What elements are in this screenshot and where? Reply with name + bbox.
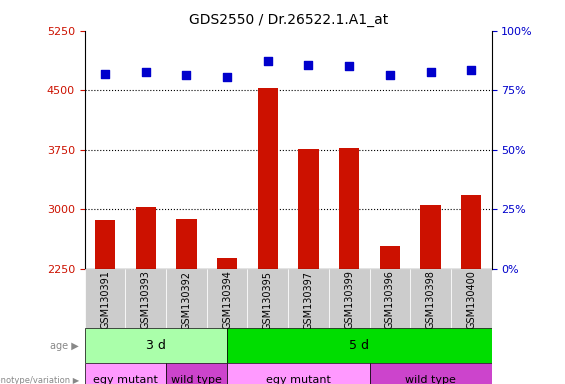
Text: wild type: wild type xyxy=(405,375,456,384)
Point xyxy=(263,58,272,64)
Bar xyxy=(136,207,156,269)
Text: GSM130397: GSM130397 xyxy=(303,271,314,329)
Point xyxy=(101,71,110,78)
Point xyxy=(223,74,232,80)
Point xyxy=(304,62,313,68)
Bar xyxy=(451,269,492,328)
Point xyxy=(182,72,191,78)
Bar xyxy=(420,205,441,269)
Point xyxy=(141,69,150,75)
Bar xyxy=(207,269,247,328)
Bar xyxy=(176,219,197,269)
Text: egy mutant: egy mutant xyxy=(93,375,158,384)
Bar xyxy=(95,220,115,269)
Bar xyxy=(217,258,237,269)
Bar xyxy=(227,328,492,363)
Text: egy mutant: egy mutant xyxy=(266,375,331,384)
Text: 3 d: 3 d xyxy=(146,339,166,352)
Bar xyxy=(461,195,481,269)
Text: wild type: wild type xyxy=(171,375,222,384)
Bar xyxy=(247,269,288,328)
Bar xyxy=(125,269,166,328)
Text: GSM130400: GSM130400 xyxy=(466,271,476,329)
Text: GSM130396: GSM130396 xyxy=(385,271,395,329)
Text: genotype/variation ▶: genotype/variation ▶ xyxy=(0,376,79,384)
Title: GDS2550 / Dr.26522.1.A1_at: GDS2550 / Dr.26522.1.A1_at xyxy=(189,13,388,27)
Point xyxy=(385,72,394,78)
Bar xyxy=(329,269,370,328)
Bar xyxy=(85,363,166,384)
Point xyxy=(345,63,354,69)
Bar xyxy=(410,269,451,328)
Text: GSM130392: GSM130392 xyxy=(181,271,192,329)
Bar xyxy=(339,148,359,269)
Point xyxy=(467,67,476,73)
Text: 5 d: 5 d xyxy=(349,339,370,352)
Bar xyxy=(85,269,125,328)
Bar xyxy=(85,328,227,363)
Text: GSM130399: GSM130399 xyxy=(344,271,354,329)
Text: GSM130391: GSM130391 xyxy=(100,271,110,329)
Bar xyxy=(380,246,400,269)
Text: GSM130393: GSM130393 xyxy=(141,271,151,329)
Bar xyxy=(166,363,227,384)
Bar xyxy=(227,363,370,384)
Bar xyxy=(288,269,329,328)
Bar xyxy=(370,269,410,328)
Text: GSM130398: GSM130398 xyxy=(425,271,436,329)
Text: age ▶: age ▶ xyxy=(50,341,79,351)
Bar xyxy=(298,149,319,269)
Point xyxy=(426,69,435,75)
Text: GSM130395: GSM130395 xyxy=(263,271,273,329)
Text: GSM130394: GSM130394 xyxy=(222,271,232,329)
Bar xyxy=(166,269,207,328)
Bar xyxy=(370,363,492,384)
Bar xyxy=(258,88,278,269)
